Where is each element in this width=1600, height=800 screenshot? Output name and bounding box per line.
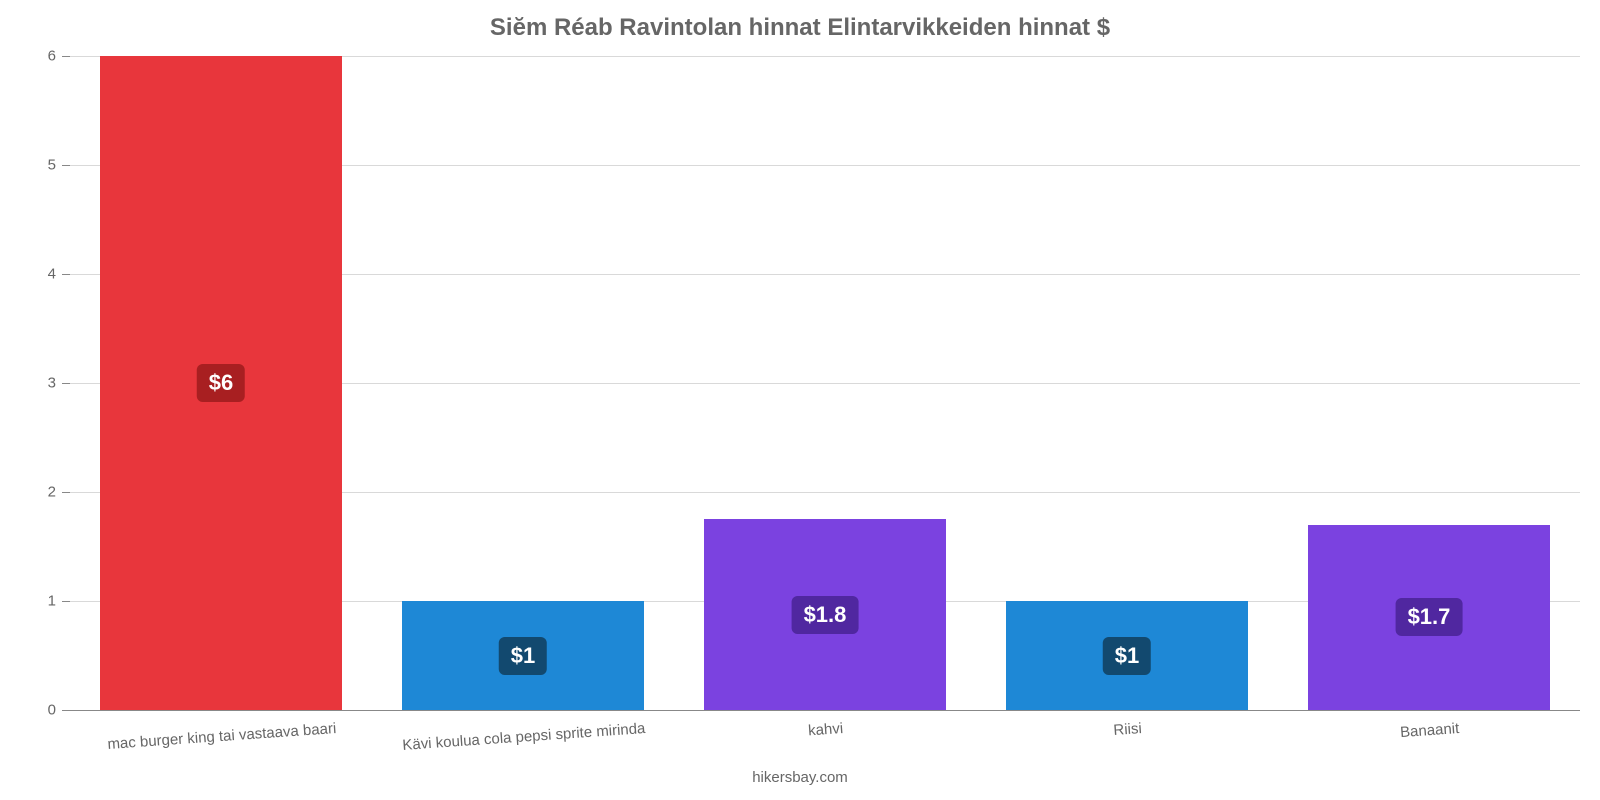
y-tick-mark (62, 56, 70, 57)
y-tick-label: 2 (12, 484, 56, 501)
bar-value-label: $1 (1103, 637, 1151, 675)
y-tick-mark (62, 601, 70, 602)
y-tick-label: 1 (12, 593, 56, 610)
x-tick-label: Riisi (1113, 720, 1142, 739)
bar: $1 (402, 601, 644, 710)
x-axis-baseline (70, 710, 1580, 711)
y-tick-label: 6 (12, 48, 56, 65)
y-tick-mark (62, 492, 70, 493)
y-tick-label: 4 (12, 266, 56, 283)
bar-value-label: $1.8 (792, 596, 859, 634)
bar-value-label: $1 (499, 637, 547, 675)
price-bar-chart: Siĕm Réab Ravintolan hinnat Elintarvikke… (0, 0, 1600, 800)
plot-area: 0123456$6mac burger king tai vastaava ba… (70, 56, 1580, 710)
bar-value-label: $1.7 (1396, 598, 1463, 636)
bar: $1 (1006, 601, 1248, 710)
y-tick-mark (62, 383, 70, 384)
bar: $6 (100, 56, 342, 710)
x-tick-label: kahvi (808, 720, 844, 739)
x-tick-label: Kävi koulua cola pepsi sprite mirinda (402, 720, 646, 754)
y-tick-mark (62, 710, 70, 711)
x-tick-label: mac burger king tai vastaava baari (107, 720, 337, 753)
chart-title: Siĕm Réab Ravintolan hinnat Elintarvikke… (0, 14, 1600, 42)
y-tick-mark (62, 274, 70, 275)
bar: $1.8 (704, 519, 946, 710)
bar: $1.7 (1308, 525, 1550, 710)
y-tick-label: 3 (12, 375, 56, 392)
x-tick-label: Banaanit (1400, 720, 1460, 741)
chart-credit: hikersbay.com (0, 769, 1600, 786)
y-tick-mark (62, 165, 70, 166)
bar-value-label: $6 (197, 364, 245, 402)
y-tick-label: 5 (12, 157, 56, 174)
y-tick-label: 0 (12, 702, 56, 719)
